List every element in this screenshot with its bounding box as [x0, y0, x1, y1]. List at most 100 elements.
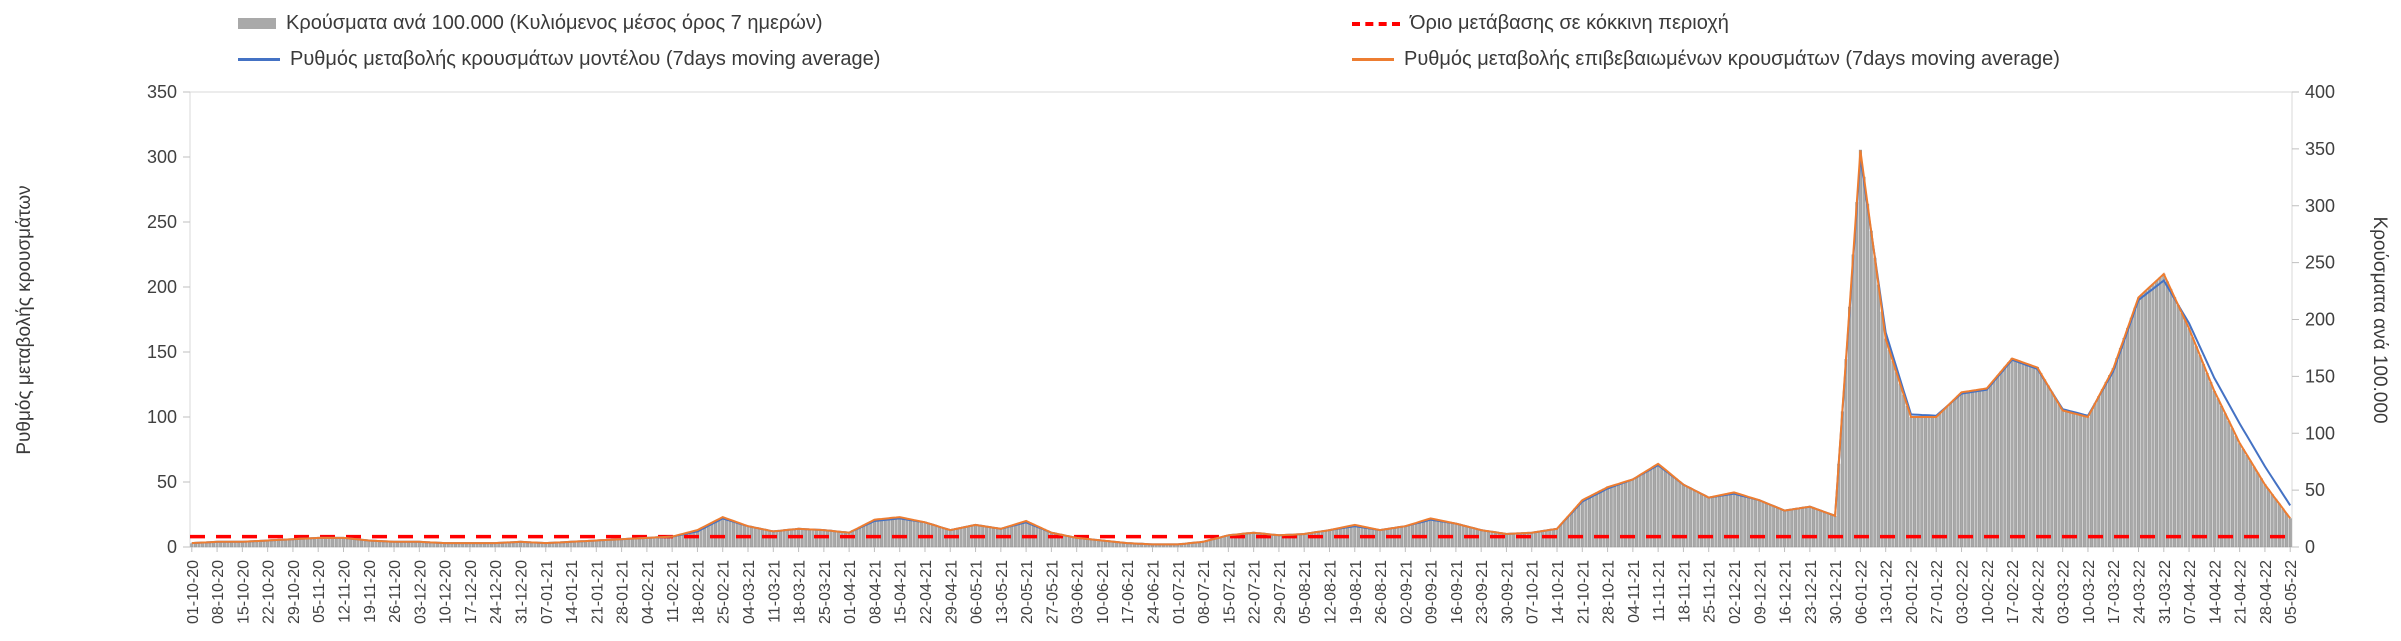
svg-text:19-11-20: 19-11-20: [362, 560, 379, 623]
svg-text:200: 200: [2305, 310, 2335, 330]
y-axis-ticks: 0 50 100 150 200 250 300 350 0 50 100 150 200 250 300 3…: [147, 82, 2335, 557]
svg-text:27-01-22: 27-01-22: [1929, 560, 1946, 624]
svg-text:21-10-21: 21-10-21: [1575, 560, 1592, 624]
svg-text:15-10-20: 15-10-20: [235, 560, 252, 624]
svg-text:08-10-20: 08-10-20: [210, 560, 227, 624]
svg-text:11-02-21: 11-02-21: [665, 560, 682, 623]
svg-text:16-09-21: 16-09-21: [1449, 560, 1466, 624]
svg-text:23-09-21: 23-09-21: [1474, 560, 1491, 624]
svg-text:01-10-20: 01-10-20: [185, 560, 202, 624]
bar-series-marker: [238, 18, 276, 29]
svg-text:20-05-21: 20-05-21: [1019, 560, 1036, 624]
svg-text:09-12-21: 09-12-21: [1752, 560, 1769, 624]
svg-text:200: 200: [147, 277, 177, 297]
legend-label-red-zone-threshold: Όριο μετάβασης σε κόκκινη περιοχή: [1410, 12, 1729, 34]
svg-text:21-01-21: 21-01-21: [589, 560, 606, 624]
svg-text:13-01-22: 13-01-22: [1879, 560, 1896, 624]
svg-text:31-12-20: 31-12-20: [513, 560, 530, 624]
svg-text:03-02-22: 03-02-22: [1955, 560, 1972, 624]
legend-item-confirmed-rate: Ρυθμός μεταβολής επιβεβαιωμένων κρουσμάτ…: [1352, 44, 2060, 75]
legend-label-cases-per-100k: Κρούσματα ανά 100.000 (Κυλιόμενος μέσος …: [286, 12, 823, 34]
legend-column-right: Όριο μετάβασης σε κόκκινη περιοχή Ρυθμός…: [1352, 8, 2060, 75]
svg-text:350: 350: [2305, 139, 2335, 159]
svg-text:08-07-21: 08-07-21: [1196, 560, 1213, 624]
svg-text:22-10-20: 22-10-20: [261, 560, 278, 624]
plot-frame: [189, 91, 2293, 548]
svg-text:10-12-20: 10-12-20: [438, 560, 455, 624]
svg-text:26-08-21: 26-08-21: [1373, 560, 1390, 624]
left-axis-title: Ρυθμός μεταβολής κρουσμάτων: [14, 185, 35, 454]
svg-text:26-11-20: 26-11-20: [387, 560, 404, 623]
svg-text:16-12-21: 16-12-21: [1778, 560, 1795, 624]
svg-text:23-12-21: 23-12-21: [1803, 560, 1820, 624]
svg-text:25-02-21: 25-02-21: [716, 560, 733, 624]
svg-text:300: 300: [2305, 196, 2335, 216]
svg-text:17-02-22: 17-02-22: [2005, 560, 2022, 624]
svg-text:05-05-22: 05-05-22: [2283, 560, 2300, 624]
svg-text:04-03-21: 04-03-21: [741, 560, 758, 624]
svg-text:09-09-21: 09-09-21: [1424, 560, 1441, 624]
svg-text:250: 250: [147, 212, 177, 232]
svg-text:07-10-21: 07-10-21: [1525, 560, 1542, 624]
svg-text:10-02-22: 10-02-22: [1980, 560, 1997, 624]
svg-text:250: 250: [2305, 253, 2335, 273]
svg-text:12-11-20: 12-11-20: [336, 560, 353, 623]
svg-text:13-05-21: 13-05-21: [994, 560, 1011, 624]
svg-text:0: 0: [2305, 537, 2315, 557]
svg-text:05-11-20: 05-11-20: [311, 560, 328, 623]
legend-label-model-rate: Ρυθμός μεταβολής κρουσμάτων μοντέλου (7d…: [290, 48, 881, 70]
svg-text:24-06-21: 24-06-21: [1146, 560, 1163, 624]
svg-text:28-04-22: 28-04-22: [2258, 560, 2275, 624]
right-axis-title: Κρούσματα ανά 100.000: [2369, 216, 2390, 423]
svg-text:01-04-21: 01-04-21: [842, 560, 859, 624]
svg-text:25-11-21: 25-11-21: [1702, 560, 1719, 623]
svg-text:07-01-21: 07-01-21: [539, 560, 556, 624]
svg-text:14-10-21: 14-10-21: [1550, 560, 1567, 624]
model-line-marker: [238, 58, 280, 61]
legend-label-confirmed-rate: Ρυθμός μεταβολής επιβεβαιωμένων κρουσμάτ…: [1404, 48, 2060, 70]
svg-text:07-04-22: 07-04-22: [2182, 560, 2199, 624]
legend-item-cases-per-100k: Κρούσματα ανά 100.000 (Κυλιόμενος μέσος …: [238, 8, 880, 39]
svg-text:29-07-21: 29-07-21: [1272, 560, 1289, 624]
svg-text:150: 150: [2305, 366, 2335, 386]
svg-text:03-06-21: 03-06-21: [1070, 560, 1087, 624]
svg-text:18-02-21: 18-02-21: [690, 560, 707, 624]
svg-text:25-03-21: 25-03-21: [817, 560, 834, 624]
svg-text:17-06-21: 17-06-21: [1120, 560, 1137, 624]
svg-text:10-03-22: 10-03-22: [2081, 560, 2098, 624]
svg-text:17-03-22: 17-03-22: [2106, 560, 2123, 624]
svg-text:28-01-21: 28-01-21: [615, 560, 632, 624]
svg-text:21-04-22: 21-04-22: [2233, 560, 2250, 624]
x-axis-labels: 01-10-20 08-10-20 15-10-20 22-10-20 29-10-20…: [185, 547, 2300, 624]
legend-item-red-zone-threshold: Όριο μετάβασης σε κόκκινη περιοχή: [1352, 8, 2060, 39]
svg-text:06-01-22: 06-01-22: [1853, 560, 1870, 624]
svg-text:24-02-22: 24-02-22: [2030, 560, 2047, 624]
svg-text:22-04-21: 22-04-21: [918, 560, 935, 624]
svg-text:04-02-21: 04-02-21: [640, 560, 657, 624]
svg-text:30-12-21: 30-12-21: [1828, 560, 1845, 624]
svg-text:11-11-21: 11-11-21: [1651, 560, 1668, 622]
svg-text:08-04-21: 08-04-21: [867, 560, 884, 624]
svg-text:22-07-21: 22-07-21: [1247, 560, 1264, 624]
svg-text:28-10-21: 28-10-21: [1601, 560, 1618, 624]
svg-text:02-12-21: 02-12-21: [1727, 560, 1744, 624]
svg-text:24-03-22: 24-03-22: [2132, 560, 2149, 624]
svg-text:29-10-20: 29-10-20: [286, 560, 303, 624]
svg-text:150: 150: [147, 342, 177, 362]
svg-text:350: 350: [147, 82, 177, 102]
threshold-line-marker: [1352, 21, 1400, 26]
svg-text:10-06-21: 10-06-21: [1095, 560, 1112, 624]
svg-text:03-03-22: 03-03-22: [2056, 560, 2073, 624]
svg-text:03-12-20: 03-12-20: [412, 560, 429, 624]
svg-text:31-03-22: 31-03-22: [2157, 560, 2174, 624]
svg-text:30-09-21: 30-09-21: [1499, 560, 1516, 624]
svg-text:29-04-21: 29-04-21: [943, 560, 960, 624]
svg-text:15-07-21: 15-07-21: [1221, 560, 1238, 624]
svg-text:14-04-22: 14-04-22: [2207, 560, 2224, 624]
svg-text:17-12-20: 17-12-20: [463, 560, 480, 624]
svg-text:50: 50: [157, 472, 177, 492]
svg-text:05-08-21: 05-08-21: [1297, 560, 1314, 624]
svg-text:06-05-21: 06-05-21: [969, 560, 986, 624]
legend-column-left: Κρούσματα ανά 100.000 (Κυλιόμενος μέσος …: [238, 8, 880, 75]
